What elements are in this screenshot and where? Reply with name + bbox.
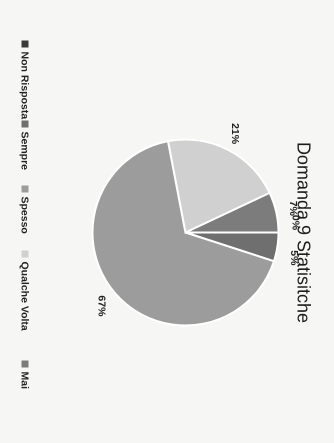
data-label-non-risposta: 0% (290, 215, 302, 231)
legend-swatch-non-risposta (21, 40, 29, 48)
legend-swatch-sempre (21, 120, 29, 128)
legend-label-spesso: Spesso (19, 197, 31, 234)
pie-data-labels: 0% 5% 67% 21% 7% (95, 123, 301, 317)
legend-swatch-spesso (21, 185, 29, 193)
pie-slice-spesso (91, 139, 276, 327)
legend-swatch-qualche-volta (21, 250, 29, 258)
data-label-sempre: 5% (288, 250, 300, 266)
pie-slice-qualche-volta (166, 138, 271, 234)
legend-label-qualche-volta: Qualche Volta (19, 262, 31, 331)
data-label-mai: 7% (287, 201, 299, 217)
pie-slices (91, 138, 280, 327)
data-label-spesso: 67% (95, 295, 107, 317)
legend-label-non-risposta: Non Risposta (19, 52, 31, 120)
data-label-qualche-volta: 21% (229, 123, 241, 145)
pie-slice-mai (185, 191, 280, 234)
legend-label-sempre: Sempre (19, 132, 31, 171)
legend-swatch-mai (21, 360, 29, 368)
legend-label-mai: Mai (19, 372, 31, 390)
chart-title: Domanda 9 Statisitche (294, 142, 314, 323)
chart-legend: Non Risposta Sempre Spesso Qualche Volta Mai (19, 40, 31, 390)
